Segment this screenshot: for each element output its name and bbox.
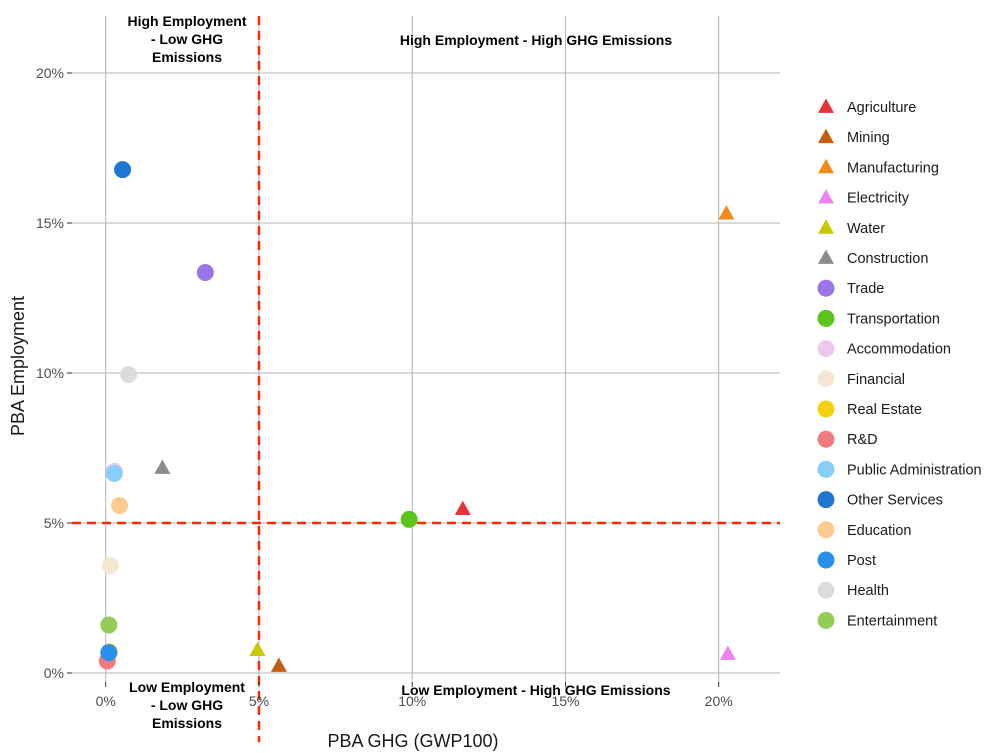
legend-label-real-estate: Real Estate: [847, 402, 922, 418]
point-financial: [101, 557, 119, 575]
legend-key-r-d: [817, 430, 835, 448]
legend-label-entertainment: Entertainment: [847, 613, 937, 629]
x-tick-label: 10%: [398, 693, 426, 709]
legend-label-health: Health: [847, 583, 889, 599]
legend-key-accommodation: [817, 340, 835, 358]
quadrant-label-top-right: High Employment - High GHG Emissions: [400, 32, 672, 48]
legend-label-transportation: Transportation: [847, 311, 940, 327]
legend-label-electricity: Electricity: [847, 191, 910, 207]
quadrant-label-line: - Low GHG: [151, 31, 223, 47]
quadrant-label-line: Low Employment - High GHG Emissions: [401, 682, 670, 698]
quadrant-label-line: High Employment: [127, 13, 246, 29]
quadrant-label-line: - Low GHG: [151, 697, 223, 713]
legend-label-other-services: Other Services: [847, 493, 943, 509]
legend-key-mining: [818, 128, 834, 144]
x-tick-label: 15%: [551, 693, 579, 709]
point-entertainment: [100, 616, 118, 634]
y-tick-label: 15%: [36, 215, 64, 231]
x-tick-label: 0%: [96, 693, 116, 709]
legend-key-trade: [817, 279, 835, 297]
legend-key-financial: [817, 370, 835, 388]
point-other-services: [114, 161, 132, 179]
point-transportation: [400, 510, 418, 528]
legend-key-manufacturing: [818, 158, 834, 174]
y-tick-label: 20%: [36, 65, 64, 81]
legend-label-post: Post: [847, 553, 876, 569]
legend-key-agriculture: [818, 98, 834, 113]
point-mining: [270, 657, 287, 672]
point-education: [111, 497, 129, 515]
y-axis-title: PBA Employment: [8, 296, 28, 436]
point-post: [100, 644, 118, 662]
point-trade: [196, 264, 214, 281]
quadrant-label-bottom-left: Low Employment - Low GHG Emissions: [129, 679, 245, 731]
legend-key-education: [817, 521, 835, 539]
quadrant-label-top-left: High Employment - Low GHG Emissions: [127, 13, 246, 65]
legend-key-public-administration: [817, 460, 835, 478]
point-electricity: [719, 645, 736, 660]
y-tick-label: 0%: [44, 665, 64, 681]
legend-label-agriculture: Agriculture: [847, 100, 916, 116]
legend-key-water: [818, 219, 834, 234]
quadrant-label-bottom-right: Low Employment - High GHG Emissions: [401, 682, 670, 698]
legend-key-post: [817, 551, 835, 569]
legend-key-health: [817, 581, 835, 599]
legend-label-water: Water: [847, 221, 885, 237]
quadrant-label-line: Low Employment: [129, 679, 245, 695]
legend-key-transportation: [817, 309, 835, 327]
axis-ticks: 0% 5% 10% 15% 20% 0% 5% 10% 15% 20%: [36, 65, 733, 709]
legend: Agriculture Mining Manufacturing Electricit…: [817, 98, 982, 629]
legend-key-electricity: [818, 189, 834, 204]
y-tick-label: 10%: [36, 365, 64, 381]
legend-label-public-administration: Public Administration: [847, 462, 982, 478]
x-tick-label: 20%: [705, 693, 733, 709]
point-agriculture: [454, 500, 471, 515]
point-water: [249, 641, 266, 656]
legend-label-education: Education: [847, 523, 912, 539]
legend-key-entertainment: [817, 611, 835, 629]
y-tick-label: 5%: [44, 515, 64, 531]
x-tick-label: 5%: [249, 693, 269, 709]
threshold-lines: [72, 16, 780, 742]
quadrant-label-line: Emissions: [152, 715, 222, 731]
data-points: [98, 161, 736, 672]
quadrant-label-line: Emissions: [152, 49, 222, 65]
point-manufacturing: [718, 205, 735, 220]
point-construction: [154, 459, 171, 474]
legend-label-mining: Mining: [847, 130, 890, 146]
quadrant-label-line: High Employment - High GHG Emissions: [400, 32, 672, 48]
legend-key-real-estate: [817, 400, 835, 418]
point-public-administration: [105, 465, 123, 482]
legend-label-manufacturing: Manufacturing: [847, 160, 939, 176]
point-health: [120, 366, 138, 383]
grid-lines: [72, 16, 780, 682]
legend-label-accommodation: Accommodation: [847, 342, 951, 358]
legend-label-r-d: R&D: [847, 432, 878, 448]
legend-label-construction: Construction: [847, 251, 928, 267]
legend-label-trade: Trade: [847, 281, 884, 297]
legend-key-other-services: [817, 491, 835, 509]
x-axis-title: PBA GHG (GWP100): [327, 731, 498, 751]
legend-key-construction: [818, 249, 834, 264]
legend-label-financial: Financial: [847, 372, 905, 388]
